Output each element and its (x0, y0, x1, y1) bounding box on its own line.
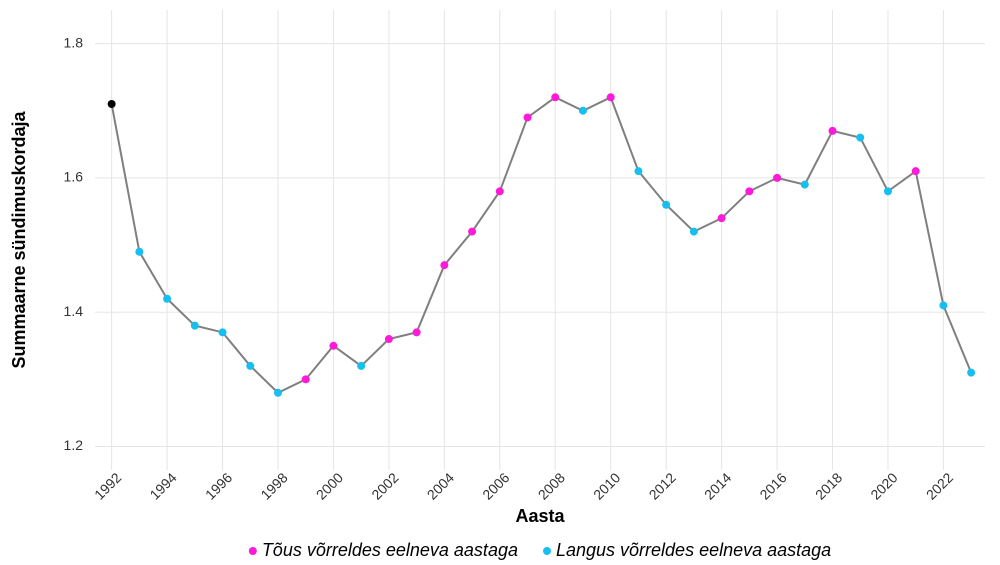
legend-marker (542, 547, 551, 555)
data-point (384, 335, 393, 344)
data-point (357, 361, 366, 370)
data-point (606, 93, 615, 102)
data-point (163, 294, 172, 303)
data-point (523, 113, 532, 122)
x-tick-label: 2012 (646, 469, 679, 502)
legend-marker (248, 547, 257, 555)
y-tick-label: 1.6 (64, 169, 84, 185)
y-tick-label: 1.4 (64, 303, 84, 319)
x-tick-label: 2014 (701, 469, 734, 502)
data-point (190, 321, 199, 330)
data-point (634, 167, 643, 176)
data-point (468, 227, 477, 236)
data-point (911, 167, 920, 176)
y-tick-label: 1.2 (64, 437, 84, 453)
x-tick-label: 1994 (146, 469, 179, 502)
x-tick-label: 2002 (368, 469, 401, 502)
x-tick-label: 2010 (590, 469, 623, 502)
x-tick-label: 2018 (812, 469, 845, 502)
data-line (110, 95, 973, 394)
legend-label: Tõus võrreldes eelneva aastaga (262, 540, 518, 560)
data-point (412, 328, 421, 337)
data-point (745, 187, 754, 196)
y-tick-label: 1.8 (64, 34, 84, 50)
data-point (689, 227, 698, 236)
data-point (218, 328, 227, 337)
data-point (440, 261, 449, 270)
x-tick-label: 2016 (756, 469, 789, 502)
y-axis-title: Summaarne sündimuskordaja (9, 110, 29, 368)
grid (95, 10, 985, 470)
legend-label: Langus võrreldes eelneva aastaga (556, 540, 831, 560)
data-point (301, 375, 310, 384)
data-point (246, 361, 255, 370)
x-tick-label: 2000 (313, 469, 346, 502)
x-tick-label: 2022 (923, 469, 956, 502)
data-point (883, 187, 892, 196)
data-point (273, 388, 282, 397)
data-point (135, 247, 144, 256)
data-point (107, 100, 116, 109)
x-tick-label: 2004 (424, 469, 457, 502)
legend: Tõus võrreldes eelneva aastaga Langus võr… (248, 540, 831, 560)
data-point (495, 187, 504, 196)
data-point (800, 180, 809, 189)
data-point (717, 214, 726, 223)
data-point (662, 200, 671, 209)
x-tick-label: 2006 (479, 469, 512, 502)
data-point (828, 126, 837, 135)
data-point (773, 173, 782, 182)
x-axis-title: Aasta (515, 506, 565, 526)
x-tick-label: 2008 (535, 469, 568, 502)
data-point (578, 106, 587, 115)
x-tick-label: 1996 (202, 469, 235, 502)
x-tick-label: 1992 (91, 469, 124, 502)
data-point (856, 133, 865, 142)
data-point (551, 93, 560, 102)
x-tick-label: 1998 (257, 469, 290, 502)
x-tick-label: 2020 (867, 469, 900, 502)
data-point (329, 341, 338, 350)
data-point (939, 301, 948, 310)
data-point (967, 368, 976, 377)
